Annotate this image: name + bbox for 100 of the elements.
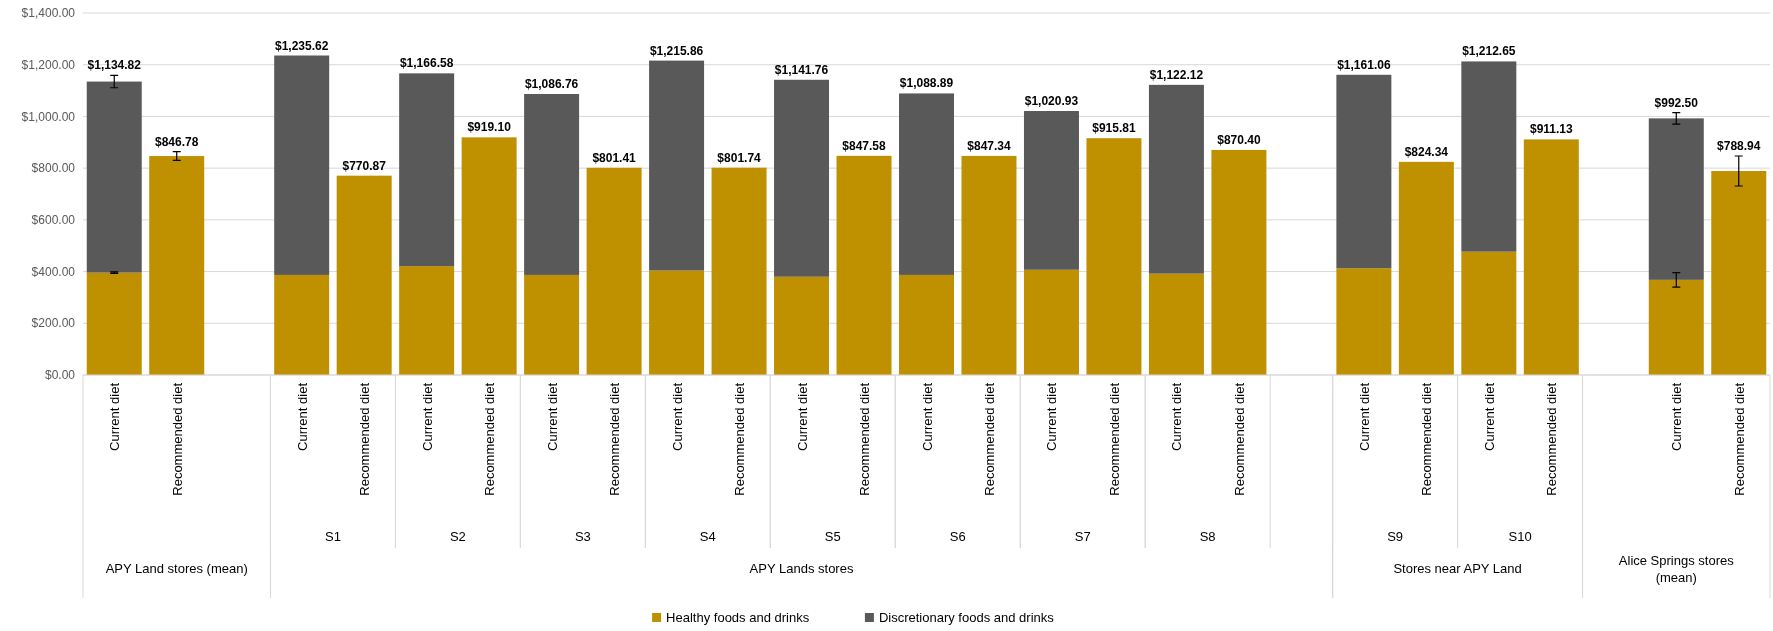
bar [524, 93, 580, 275]
x-tick-label: Recommended diet [1731, 382, 1747, 496]
text: APY Land stores (mean) [105, 561, 248, 576]
y-tick-label: $800.00 [31, 161, 76, 176]
x-tick-label: Current diet [919, 382, 935, 451]
bar [399, 266, 455, 375]
total-label: $1,166.58 [399, 56, 454, 71]
y-tick-label: $0.00 [44, 368, 76, 383]
legend-label: Discretionary foods and drinks [878, 609, 1055, 625]
total-label: $870.40 [1217, 132, 1261, 147]
bar [1211, 149, 1267, 375]
bar [836, 155, 892, 375]
bar [774, 276, 830, 375]
total-label: $1,020.93 [1024, 94, 1079, 109]
total-label: $801.41 [592, 150, 637, 165]
text: S1 [324, 529, 341, 544]
y-tick-label: $600.00 [31, 213, 76, 228]
total-label: $919.10 [467, 120, 512, 135]
text: S7 [1074, 529, 1091, 544]
bar [86, 272, 142, 375]
bar [899, 93, 954, 275]
text: S9 [1387, 529, 1404, 544]
total-label: $915.81 [1092, 121, 1136, 136]
text: S4 [699, 529, 716, 544]
total-label: $1,235.62 [274, 38, 329, 53]
bar [1336, 268, 1392, 375]
bar [1711, 171, 1767, 375]
total-label: $847.58 [842, 138, 887, 153]
bar [336, 175, 392, 375]
bar [274, 274, 330, 375]
x-tick-label: Recommended diet [607, 382, 623, 496]
bar [961, 155, 1017, 375]
y-tick-label: $400.00 [31, 264, 76, 279]
bar [1148, 273, 1204, 375]
x-tick-label: Current diet [419, 382, 435, 451]
bar [1148, 84, 1204, 274]
bar [86, 81, 142, 273]
text: Alice Springs stores (mean) [1618, 553, 1735, 585]
total-label: $1,215.86 [649, 43, 704, 58]
total-label: $801.74 [717, 150, 762, 165]
y-tick-label: $1,200.00 [21, 57, 76, 72]
x-tick-label: Recommended diet [857, 382, 873, 496]
bar [399, 73, 455, 267]
x-tick-label: Current diet [544, 382, 560, 451]
x-tick-label: Current diet [1669, 382, 1685, 451]
x-tick-label: Current diet [1044, 382, 1060, 451]
bar [899, 274, 954, 375]
x-tick-label: Current diet [107, 382, 123, 451]
x-tick-label: Recommended diet [1544, 382, 1560, 496]
x-tick-label: Current diet [294, 382, 310, 451]
bar [274, 55, 330, 275]
total-label: $1,141.76 [774, 62, 829, 77]
total-label: $824.34 [1404, 144, 1449, 159]
text: S8 [1199, 529, 1216, 544]
x-tick-label: Current diet [669, 382, 685, 451]
text: S6 [949, 529, 966, 544]
total-label: $788.94 [1717, 139, 1761, 154]
x-tick-label: Recommended diet [1419, 382, 1435, 496]
bar [1023, 111, 1079, 270]
bar [774, 79, 830, 277]
text: S3 [574, 529, 591, 544]
total-label: $911.13 [1529, 122, 1573, 137]
total-label: $770.87 [342, 158, 387, 173]
total-label: $1,122.12 [1149, 67, 1204, 82]
total-label: $847.34 [967, 138, 1011, 153]
x-tick-label: Recommended diet [482, 382, 498, 496]
x-tick-label: Current diet [1356, 382, 1372, 451]
x-tick-label: Current diet [794, 382, 810, 451]
bar [1086, 138, 1142, 375]
bar [1461, 251, 1517, 375]
x-tick-label: Recommended diet [169, 382, 185, 496]
y-tick-label: $1,000.00 [21, 109, 76, 124]
total-label: $846.78 [155, 134, 199, 149]
bar [1398, 161, 1454, 375]
x-tick-label: Recommended diet [1106, 382, 1122, 496]
total-label: $1,086.76 [524, 76, 579, 91]
bar [149, 156, 205, 375]
bar [461, 137, 517, 375]
total-label: $1,212.65 [1462, 44, 1516, 59]
bar [586, 167, 642, 375]
text: Stores near APY Land [1393, 561, 1522, 576]
bar [1648, 118, 1704, 280]
total-label: $1,088.89 [899, 76, 954, 91]
x-tick-label: Recommended diet [981, 382, 997, 496]
x-tick-label: Current diet [1169, 382, 1185, 451]
bar [524, 274, 580, 375]
bar [1523, 139, 1579, 375]
text: S2 [449, 529, 466, 544]
x-tick-label: Recommended diet [732, 382, 748, 496]
bar [1461, 61, 1517, 252]
bar [711, 167, 767, 375]
y-tick-label: $1,400.00 [21, 6, 76, 21]
text: APY Lands stores [749, 561, 854, 576]
x-tick-label: Recommended diet [1231, 382, 1247, 496]
bar [649, 60, 705, 271]
text: S10 [1508, 529, 1532, 544]
bar [649, 270, 705, 375]
y-tick-label: $200.00 [31, 316, 76, 331]
bar [1023, 269, 1079, 375]
total-label: $992.50 [1654, 95, 1699, 110]
